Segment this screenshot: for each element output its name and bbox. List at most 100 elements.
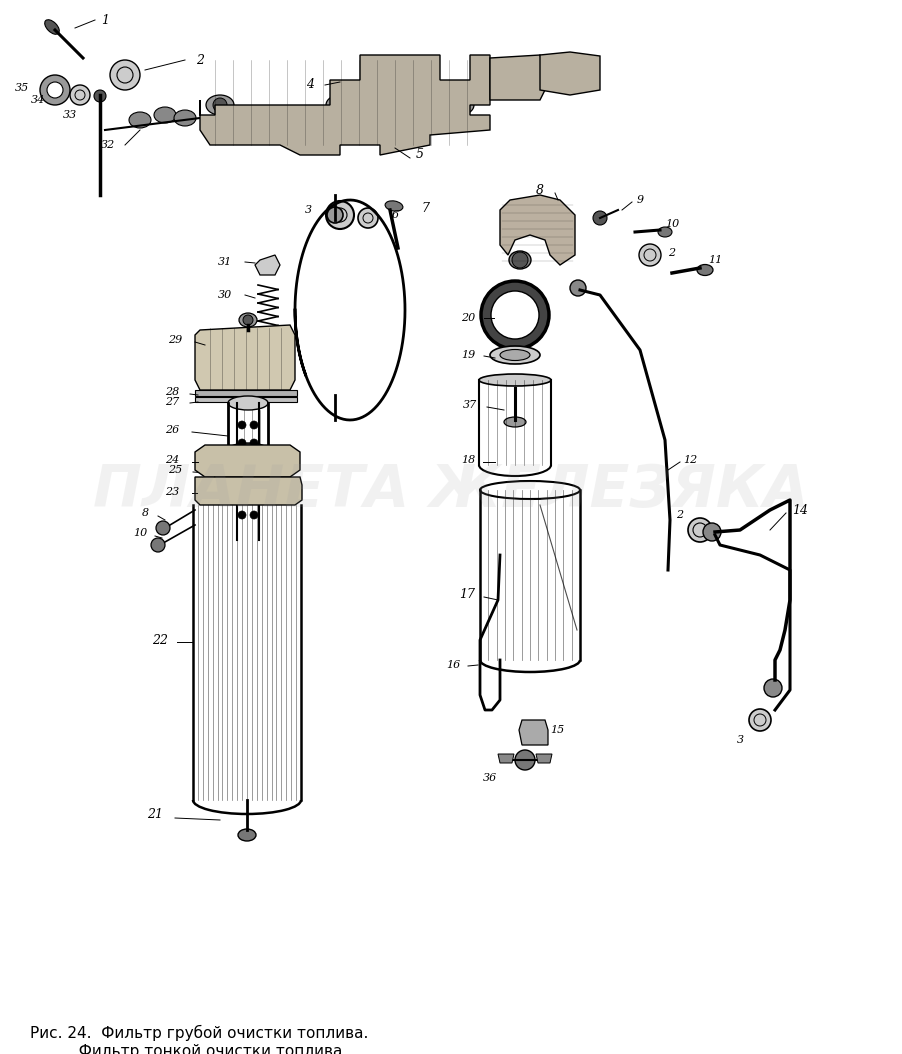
Circle shape	[749, 709, 771, 731]
Circle shape	[593, 211, 607, 225]
Circle shape	[703, 523, 721, 541]
Ellipse shape	[239, 313, 257, 327]
Text: 4: 4	[306, 78, 314, 92]
Ellipse shape	[697, 265, 713, 275]
Text: 2: 2	[196, 54, 204, 66]
Circle shape	[327, 207, 343, 223]
Circle shape	[516, 58, 544, 86]
Circle shape	[523, 65, 537, 79]
Text: 1: 1	[101, 14, 109, 26]
Ellipse shape	[658, 227, 672, 237]
Circle shape	[326, 201, 354, 229]
Text: 5: 5	[416, 149, 424, 161]
Text: ПЛАНЕТА ЖЕЛЕЗЯКА: ПЛАНЕТА ЖЕЛЕЗЯКА	[93, 462, 809, 519]
Polygon shape	[498, 754, 514, 763]
Text: 17: 17	[459, 588, 475, 602]
Circle shape	[238, 493, 246, 501]
Circle shape	[296, 111, 314, 129]
Text: 22: 22	[152, 633, 168, 646]
Circle shape	[70, 85, 90, 105]
Circle shape	[238, 457, 246, 465]
Circle shape	[232, 444, 264, 476]
Circle shape	[764, 679, 782, 697]
Circle shape	[221, 111, 239, 129]
Text: 18: 18	[461, 455, 475, 465]
Text: 36: 36	[483, 773, 497, 783]
Polygon shape	[200, 55, 490, 155]
Ellipse shape	[228, 443, 268, 457]
Text: 20: 20	[461, 313, 475, 323]
Circle shape	[238, 475, 246, 483]
Bar	[195, 390, 297, 396]
Circle shape	[639, 243, 661, 266]
Circle shape	[481, 281, 549, 349]
Text: 8: 8	[142, 508, 149, 518]
Circle shape	[250, 457, 258, 465]
Circle shape	[358, 208, 378, 228]
Text: 29: 29	[168, 335, 182, 345]
Text: 31: 31	[218, 257, 232, 267]
Text: 30: 30	[218, 290, 232, 300]
Circle shape	[47, 82, 63, 98]
Ellipse shape	[547, 228, 565, 242]
Text: 33: 33	[63, 110, 78, 120]
Circle shape	[110, 60, 140, 90]
Circle shape	[512, 252, 528, 268]
Text: 26: 26	[165, 425, 179, 435]
Text: 35: 35	[14, 83, 29, 93]
Ellipse shape	[129, 112, 151, 128]
Polygon shape	[540, 52, 600, 95]
Text: 32: 32	[101, 140, 115, 150]
Text: 3: 3	[305, 204, 311, 215]
Circle shape	[238, 421, 246, 429]
Text: 12: 12	[683, 455, 697, 465]
Text: 10: 10	[665, 219, 679, 229]
Text: 2: 2	[668, 248, 676, 258]
Circle shape	[250, 421, 258, 429]
Text: 37: 37	[463, 401, 477, 410]
Text: Рис. 24.  Фильтр грубой очистки топлива.
          Фильтр тонкой очистки топлива: Рис. 24. Фильтр грубой очистки топлива. …	[30, 1024, 368, 1054]
Circle shape	[453, 98, 467, 112]
Text: 23: 23	[165, 487, 179, 497]
Circle shape	[548, 60, 572, 84]
Circle shape	[250, 475, 258, 483]
Text: 10: 10	[133, 528, 147, 538]
Circle shape	[206, 486, 214, 494]
Circle shape	[200, 332, 210, 341]
Circle shape	[151, 538, 165, 552]
Ellipse shape	[45, 20, 60, 35]
Polygon shape	[536, 754, 552, 763]
Circle shape	[688, 518, 712, 542]
Ellipse shape	[490, 346, 540, 364]
Circle shape	[246, 486, 254, 494]
Ellipse shape	[174, 110, 196, 126]
Circle shape	[238, 511, 246, 519]
Text: 2: 2	[676, 510, 684, 520]
Ellipse shape	[509, 251, 531, 269]
Circle shape	[451, 111, 469, 129]
Text: 6: 6	[391, 210, 399, 220]
Text: 27: 27	[165, 397, 179, 407]
Circle shape	[280, 377, 290, 387]
Text: 24: 24	[165, 455, 179, 465]
Text: 3: 3	[736, 735, 743, 745]
Circle shape	[550, 229, 562, 241]
Circle shape	[371, 111, 389, 129]
Text: 9: 9	[637, 195, 643, 204]
Ellipse shape	[228, 396, 268, 410]
Polygon shape	[490, 55, 545, 100]
Circle shape	[40, 75, 70, 105]
Polygon shape	[255, 255, 280, 275]
Ellipse shape	[385, 201, 403, 211]
Polygon shape	[519, 720, 548, 745]
Text: 16: 16	[446, 660, 460, 670]
Circle shape	[515, 750, 535, 770]
Ellipse shape	[206, 95, 234, 115]
Circle shape	[333, 98, 347, 112]
Text: 34: 34	[31, 95, 45, 105]
Ellipse shape	[500, 350, 530, 360]
Text: 19: 19	[461, 350, 475, 360]
Polygon shape	[195, 325, 295, 390]
Polygon shape	[195, 445, 300, 477]
Ellipse shape	[326, 95, 354, 115]
